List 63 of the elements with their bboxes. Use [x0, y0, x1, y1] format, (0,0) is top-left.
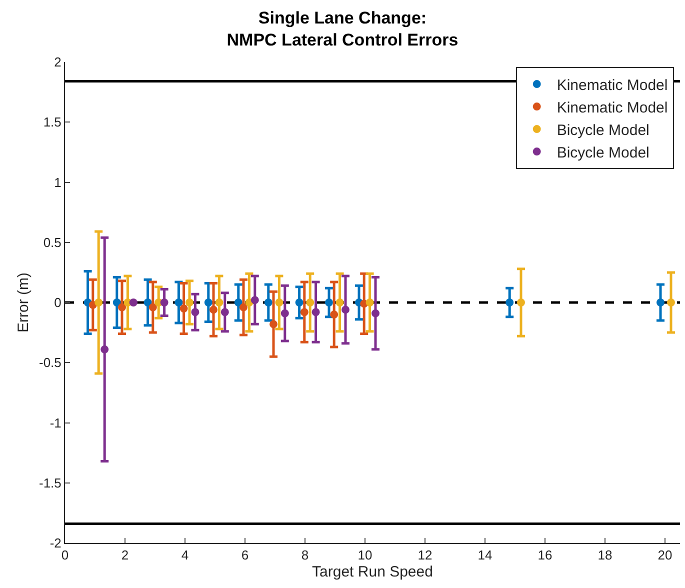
- legend-label: Kinematic Model: [556, 76, 668, 94]
- point: [160, 298, 168, 306]
- point: [204, 298, 212, 306]
- chart-title: Single Lane Change: NMPC Lateral Control Errors: [226, 8, 458, 50]
- x-tick-label: 12: [418, 548, 432, 563]
- x-tick-label: 2: [121, 548, 129, 563]
- point: [264, 298, 272, 306]
- point: [186, 298, 194, 306]
- legend-label: Bicycle Model: [556, 122, 650, 139]
- point: [174, 298, 183, 306]
- y-tick-label: 0.5: [43, 234, 62, 250]
- point: [94, 298, 103, 306]
- point: [506, 298, 514, 306]
- x-tick-label: 4: [181, 548, 189, 563]
- point: [656, 298, 664, 306]
- point: [118, 303, 126, 312]
- point: [275, 298, 284, 306]
- x-tick-label: 18: [598, 548, 612, 563]
- x-tick-label: 16: [538, 548, 552, 563]
- y-tick-label: -2: [50, 536, 62, 551]
- y-tick-label: -1: [50, 415, 62, 430]
- point: [366, 298, 374, 306]
- point: [300, 308, 308, 316]
- point: [234, 298, 242, 306]
- point: [100, 345, 109, 354]
- point: [325, 298, 333, 306]
- legend-label: Kinematic Model: [556, 99, 668, 116]
- x-axis-title: Target Run Speed: [312, 564, 433, 581]
- x-tick-label: 6: [241, 548, 249, 563]
- point: [336, 298, 344, 306]
- point: [220, 308, 229, 316]
- point: [517, 298, 525, 306]
- point: [330, 310, 338, 319]
- y-tick-label: -0.5: [38, 355, 62, 370]
- point: [112, 298, 121, 306]
- point: [215, 298, 224, 306]
- point: [312, 308, 320, 316]
- y-tick-label: 1: [54, 174, 62, 190]
- point: [180, 304, 188, 313]
- point: [129, 298, 138, 306]
- legend-label: Bicycle Model: [556, 144, 650, 162]
- point: [148, 303, 157, 312]
- x-tick-label: 14: [478, 548, 492, 563]
- point: [342, 306, 350, 314]
- y-axis-title: Error (m): [15, 272, 32, 332]
- point: [306, 298, 314, 306]
- point: [270, 320, 278, 328]
- point: [667, 298, 675, 306]
- x-tick-label: 8: [301, 548, 309, 563]
- y-tick-label: 2: [54, 54, 62, 70]
- point: [280, 309, 289, 318]
- point: [250, 296, 259, 304]
- x-tick-label: 10: [358, 548, 372, 563]
- y-tick-label: 1.5: [43, 114, 62, 130]
- point: [240, 303, 248, 312]
- point: [144, 298, 152, 306]
- point: [295, 298, 304, 306]
- point: [372, 309, 380, 318]
- point: [191, 308, 200, 316]
- point: [210, 306, 218, 314]
- y-tick-label: 0: [54, 295, 62, 310]
- y-tick-label: -1.5: [38, 475, 62, 490]
- x-tick-label: 20: [658, 548, 672, 563]
